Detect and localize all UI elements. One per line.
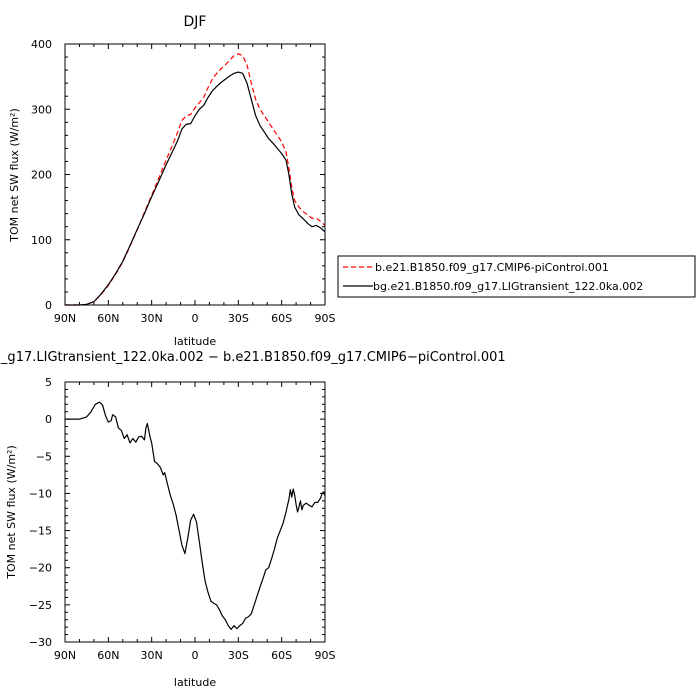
top-x-tick-label-1: 60N <box>97 312 119 325</box>
bottom-x-tick-label-3: 0 <box>192 649 199 662</box>
bottom-x-tick-label-6: 90S <box>315 649 336 662</box>
bottom-y-tick-label-7: −30 <box>29 636 52 649</box>
bottom-chart-title: bg.e21.B1850.f09_g17.LIGtransient_122.0k… <box>0 350 506 365</box>
bottom-y-tick-label-4: −15 <box>29 525 52 538</box>
bottom-x-tick-label-2: 30N <box>141 649 163 662</box>
top-panel: DJF TOM net SW flux (W/m²) latitude 90N 6… <box>8 14 336 348</box>
bottom-x-tick-label-0: 90N <box>54 649 76 662</box>
bottom-chart-series <box>65 401 326 630</box>
top-x-tick-label-3: 0 <box>192 312 199 325</box>
legend-box <box>337 255 696 298</box>
bottom-series-line-0 <box>65 401 326 630</box>
top-chart-y-axis-label: TOM net SW flux (W/m²) <box>8 108 21 242</box>
legend-label-ligtransient: bg.e21.B1850.f09_g17.LIGtransient_122.0k… <box>373 280 643 293</box>
bottom-x-tick-label-5: 60S <box>271 649 292 662</box>
top-x-tick-label-2: 30N <box>141 312 163 325</box>
top-chart-plot-frame <box>64 43 326 306</box>
bottom-x-tick-label-4: 30S <box>228 649 249 662</box>
top-chart-ticks: 90N 60N 30N 0 30S 60S 90S 0 100 200 300 400 <box>31 38 336 325</box>
bottom-y-tick-label-1: 0 <box>45 413 52 426</box>
bottom-y-tick-label-6: −25 <box>29 599 52 612</box>
top-y-tick-label-4: 400 <box>31 38 52 51</box>
bottom-chart-ticks: 90N 60N 30N 0 30S 60S 90S 5 0 −5 −10 −15 −20 −25 −30 <box>29 376 336 662</box>
legend: b.e21.B1850.f09_g17.CMIP6-piControl.001 … <box>337 255 696 298</box>
legend-label-picontrol: b.e21.B1850.f09_g17.CMIP6-piControl.001 <box>375 261 609 274</box>
bottom-panel: bg.e21.B1850.f09_g17.LIGtransient_122.0k… <box>0 350 506 689</box>
bottom-x-tick-label-1: 60N <box>97 649 119 662</box>
bottom-chart-x-axis-label: latitude <box>174 676 216 689</box>
top-y-tick-label-2: 200 <box>31 169 52 182</box>
bottom-chart-y-axis-label: TOM net SW flux (W/m²) <box>5 445 18 579</box>
bottom-y-tick-label-3: −10 <box>29 487 52 500</box>
top-y-tick-label-1: 100 <box>31 234 52 247</box>
top-y-tick-label-3: 300 <box>31 103 52 116</box>
top-y-tick-label-0: 0 <box>45 299 52 312</box>
top-series-line-0 <box>65 53 326 306</box>
top-series-line-1 <box>65 71 326 306</box>
top-chart-title: DJF <box>184 14 207 30</box>
top-chart-series <box>65 53 326 306</box>
bottom-y-tick-label-5: −20 <box>29 562 52 575</box>
top-x-tick-label-4: 30S <box>228 312 249 325</box>
bottom-chart-plot-frame <box>64 381 326 643</box>
top-chart-x-axis-label: latitude <box>174 335 216 348</box>
top-x-tick-label-6: 90S <box>315 312 336 325</box>
top-x-tick-label-5: 60S <box>271 312 292 325</box>
top-x-tick-label-0: 90N <box>54 312 76 325</box>
bottom-y-tick-label-2: −5 <box>36 450 52 463</box>
bottom-y-tick-label-0: 5 <box>45 376 52 389</box>
